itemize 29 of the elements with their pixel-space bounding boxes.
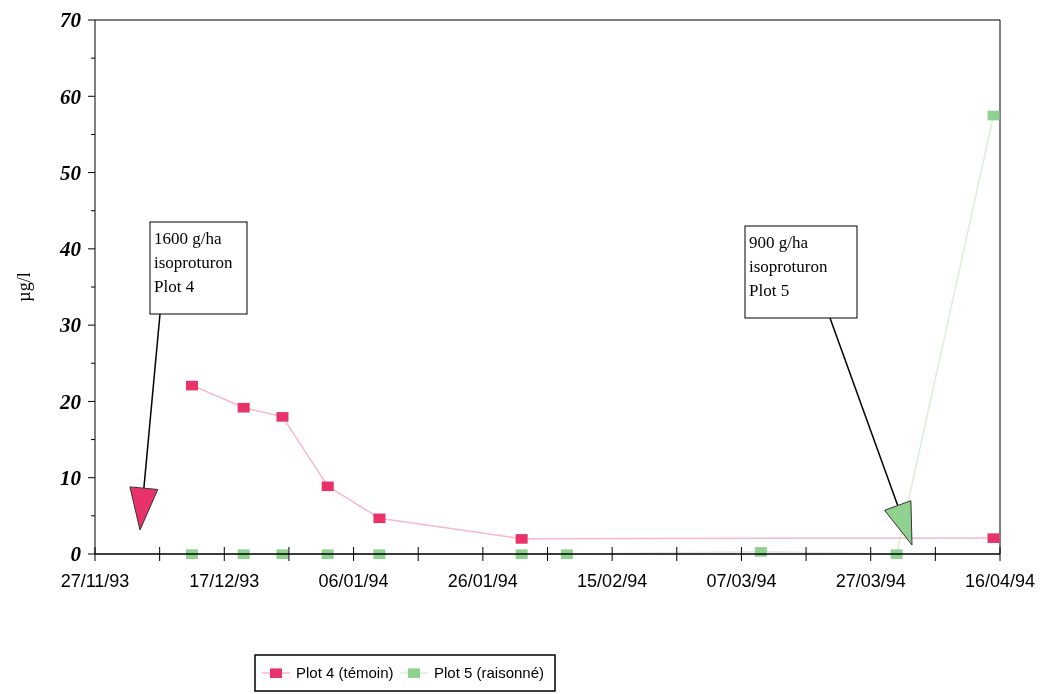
point xyxy=(515,534,528,544)
y-tick-label: 50 xyxy=(60,160,82,185)
y-tick-label: 60 xyxy=(60,84,82,109)
x-tick-label: 07/03/94 xyxy=(706,571,777,591)
point xyxy=(987,110,1000,121)
annotation: 1600 g/ha isoproturon Plot 4 xyxy=(154,229,233,296)
x-tick-label: 26/01/94 xyxy=(447,571,518,591)
x-tick-label: 06/01/94 xyxy=(318,571,389,591)
point xyxy=(373,513,386,524)
y-tick-label: 30 xyxy=(59,313,82,338)
y-tick-label: 40 xyxy=(59,237,82,262)
y-tick-label: 10 xyxy=(60,466,82,491)
point xyxy=(276,412,289,422)
y-tick-label: 0 xyxy=(70,542,82,567)
point xyxy=(321,481,334,492)
legend-label: Plot 5 (raisonné) xyxy=(434,664,545,681)
x-tick-label: 27/11/93 xyxy=(60,571,130,591)
y-tick-label: 70 xyxy=(60,8,82,33)
x-tick-label: 27/03/94 xyxy=(835,571,906,591)
point xyxy=(987,533,1000,543)
y-tick-label: 20 xyxy=(59,389,82,414)
point xyxy=(237,402,250,413)
x-tick-label: 17/12/93 xyxy=(189,571,260,591)
legend-label: Plot 4 (témoin) xyxy=(296,664,394,681)
x-tick-label: 15/02/94 xyxy=(577,571,648,591)
y-axis-title: µg/l xyxy=(14,272,34,302)
x-tick-label: 16/04/94 xyxy=(964,571,1036,591)
annotation: 900 g/ha isoproturon Plot 5 xyxy=(749,233,828,300)
point xyxy=(185,380,198,391)
